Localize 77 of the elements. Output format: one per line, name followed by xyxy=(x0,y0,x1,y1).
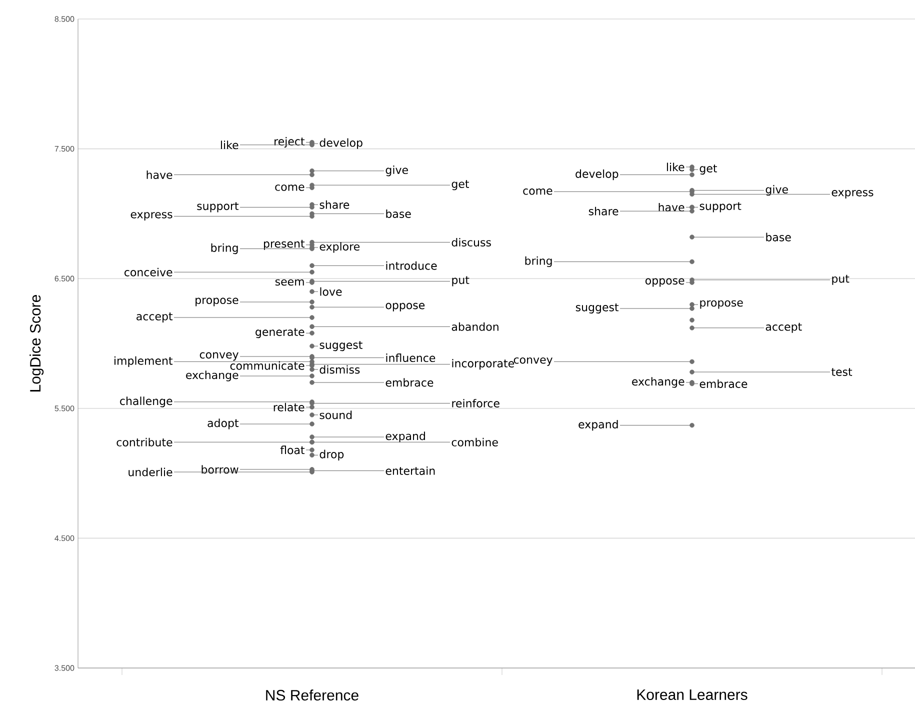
annotation: exchange xyxy=(186,370,238,382)
annotation: dismiss xyxy=(320,365,360,374)
annotation: get xyxy=(700,164,717,175)
annotation: embrace xyxy=(700,379,748,388)
annotation: adopt xyxy=(208,418,239,430)
annotation: sound xyxy=(320,410,352,420)
annotation: propose xyxy=(196,298,238,306)
annotation: propose xyxy=(700,300,743,309)
annotation: influence xyxy=(386,354,436,362)
annotation: suggest xyxy=(576,303,619,314)
annotation: reinforce xyxy=(452,398,500,408)
annotation: present xyxy=(264,240,305,250)
annotation: accept xyxy=(136,312,173,323)
annotation: conceive xyxy=(124,268,172,276)
annotation: generate xyxy=(256,328,304,338)
annotation: accept xyxy=(766,322,802,333)
x-tick-label: NS Reference xyxy=(266,690,358,701)
annotation: express xyxy=(130,212,172,221)
annotation: develop xyxy=(576,169,618,180)
annotation: borrow xyxy=(202,465,238,474)
annotation: incorporate xyxy=(452,358,514,370)
annotation: share xyxy=(588,206,618,216)
annotation: convey xyxy=(200,352,238,361)
y-tick-label: 7.500 xyxy=(54,146,74,152)
annotation: abandon xyxy=(452,322,498,331)
annotation: entertain xyxy=(386,466,435,475)
annotation: like xyxy=(666,162,684,172)
annotation: get xyxy=(452,180,469,190)
annotation: share xyxy=(320,200,350,209)
annotation: love xyxy=(320,287,342,296)
annotation: introduce xyxy=(386,261,437,270)
annotation: reject xyxy=(274,136,305,148)
annotation: suggest xyxy=(320,341,362,352)
annotation: explore xyxy=(320,242,360,253)
y-tick-label: 5.500 xyxy=(54,406,74,412)
y-tick-label: 6.500 xyxy=(54,276,74,282)
y-tick-label: 3.500 xyxy=(54,665,74,671)
annotation: embrace xyxy=(386,378,434,387)
annotation: bring xyxy=(211,243,238,254)
y-axis-title: LogDice Score xyxy=(30,295,44,392)
annotation: underlie xyxy=(128,468,172,476)
annotation: implement xyxy=(114,356,173,367)
annotation: expand xyxy=(386,432,425,442)
annotation: contribute xyxy=(116,438,172,446)
annotation: relate xyxy=(274,402,304,412)
annotation: express xyxy=(832,190,874,198)
annotation: oppose xyxy=(386,302,425,312)
annotation: support xyxy=(700,202,742,212)
annotation: combine xyxy=(452,438,498,446)
annotation: expand xyxy=(578,420,618,431)
annotation: convey xyxy=(514,357,552,366)
annotation: have xyxy=(146,170,172,180)
annotation: like xyxy=(220,140,238,150)
annotation: oppose xyxy=(645,278,684,287)
annotation: base xyxy=(766,232,791,242)
annotation: test xyxy=(832,368,852,376)
annotation: communicate xyxy=(230,361,304,370)
annotation: seem xyxy=(275,279,304,286)
y-tick-label: 8.500 xyxy=(54,16,74,22)
annotation: give xyxy=(386,166,408,176)
x-tick-label: Korean Learners xyxy=(637,690,748,700)
annotation: develop xyxy=(320,138,362,149)
annotation: put xyxy=(452,276,470,286)
annotation: base xyxy=(386,209,411,218)
annotation: give xyxy=(766,185,788,196)
annotation: float xyxy=(280,446,305,454)
annotation: challenge xyxy=(120,396,172,408)
annotation: put xyxy=(832,274,850,285)
annotation: come xyxy=(275,184,304,191)
annotation: bring xyxy=(525,256,552,268)
annotation: support xyxy=(197,202,239,212)
annotation: exchange xyxy=(632,377,684,388)
y-tick-label: 4.500 xyxy=(54,535,74,542)
annotation: have xyxy=(658,202,684,212)
annotation: drop xyxy=(320,450,344,460)
annotation: discuss xyxy=(452,238,491,247)
annotation: come xyxy=(523,188,552,195)
